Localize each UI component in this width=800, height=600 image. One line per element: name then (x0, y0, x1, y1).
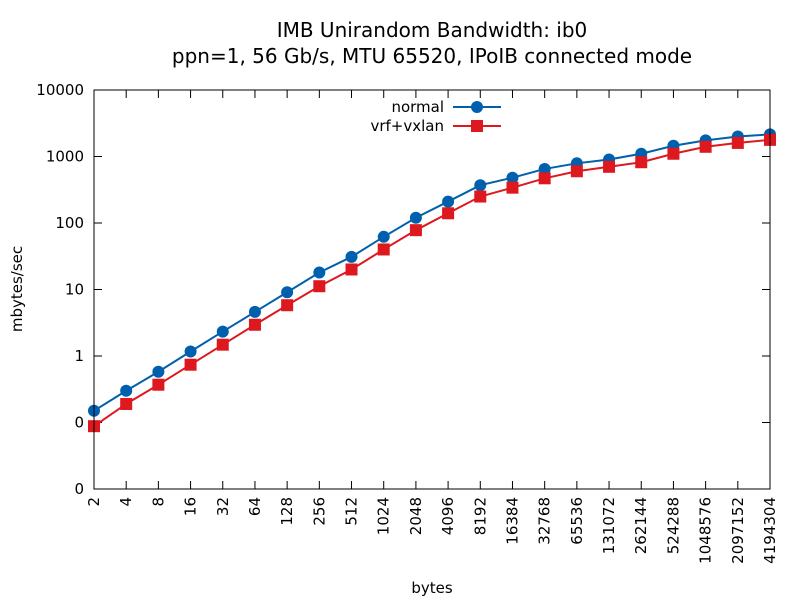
y-tick-label: 10000 (36, 81, 84, 99)
data-point (538, 162, 551, 175)
data-point (699, 140, 712, 153)
data-point (184, 345, 197, 358)
y-tick-label: 10 (65, 281, 84, 299)
data-point (281, 286, 294, 299)
data-point (216, 325, 229, 338)
data-point (570, 165, 583, 178)
legend-marker (471, 120, 483, 132)
x-tick-label: 1048576 (697, 497, 715, 564)
series-line (93, 133, 771, 412)
data-point (345, 250, 358, 263)
data-series (88, 128, 776, 433)
x-tick-label: 256 (310, 497, 328, 526)
x-tick-label: 1024 (375, 497, 393, 535)
data-point (667, 147, 680, 160)
x-tick-label: 4194304 (761, 497, 779, 564)
x-tick-label: 128 (278, 497, 296, 526)
data-point (248, 305, 261, 318)
x-tick-label: 8192 (471, 497, 489, 535)
chart-subtitle: ppn=1, 56 Gb/s, MTU 65520, IPoIB connect… (172, 44, 692, 68)
x-axis-label: bytes (411, 579, 453, 597)
x-tick-label: 4 (117, 497, 135, 507)
data-point (603, 160, 616, 173)
axis-ticks: 0 0 1 10 100 1000 10000 2 4 8 16 32 64 128 256 512 1024 2… (36, 81, 779, 564)
x-tick-label: 32 (214, 497, 232, 516)
data-point (377, 243, 390, 256)
data-point (248, 318, 261, 331)
data-point (345, 263, 358, 276)
x-tick-label: 524288 (664, 497, 682, 554)
plot-frame (93, 89, 771, 490)
x-tick-label: 2048 (407, 497, 425, 535)
x-tick-label: 2 (85, 497, 103, 507)
series-normal (88, 128, 776, 417)
data-point (409, 224, 422, 237)
series-vrf-vxlan (88, 133, 776, 433)
x-tick-label: 64 (246, 497, 264, 516)
data-point (152, 378, 165, 391)
x-tick-label: 2097152 (729, 497, 747, 564)
data-point (313, 266, 326, 279)
x-tick-label: 16 (182, 497, 200, 516)
x-tick-label: 131072 (600, 497, 618, 554)
y-tick-label: 0 (74, 480, 84, 498)
y-tick-label: 1000 (46, 148, 84, 166)
data-point (506, 181, 519, 194)
series-line (93, 138, 771, 428)
y-tick-label: 0 (74, 414, 84, 432)
data-point (184, 358, 197, 371)
x-tick-label: 512 (343, 497, 361, 526)
y-tick-label: 1 (74, 347, 84, 365)
x-tick-label: 262144 (632, 497, 650, 554)
y-tick-label: 100 (55, 214, 84, 232)
data-point (120, 384, 133, 397)
data-point (377, 230, 390, 243)
data-point (731, 136, 744, 149)
data-point (120, 397, 133, 410)
y-axis-label: mbytes/sec (8, 246, 26, 332)
x-tick-label: 8 (149, 497, 167, 507)
data-point (506, 171, 519, 184)
legend-label: vrf+vxlan (370, 117, 444, 135)
x-tick-label: 16384 (503, 497, 521, 545)
data-point (442, 195, 455, 208)
legend-marker (471, 101, 483, 113)
data-point (474, 179, 487, 192)
data-point (313, 280, 326, 293)
chart-title: IMB Unirandom Bandwidth: ib0 (277, 18, 588, 42)
data-point (216, 338, 229, 351)
data-point (538, 172, 551, 185)
data-point (152, 365, 165, 378)
data-point (281, 299, 294, 312)
x-tick-label: 32768 (536, 497, 554, 545)
data-point (442, 207, 455, 220)
x-tick-label: 4096 (439, 497, 457, 535)
data-point (474, 190, 487, 203)
data-point (409, 211, 422, 224)
legend-label: normal (391, 98, 444, 116)
x-tick-label: 65536 (568, 497, 586, 545)
data-point (635, 156, 648, 169)
